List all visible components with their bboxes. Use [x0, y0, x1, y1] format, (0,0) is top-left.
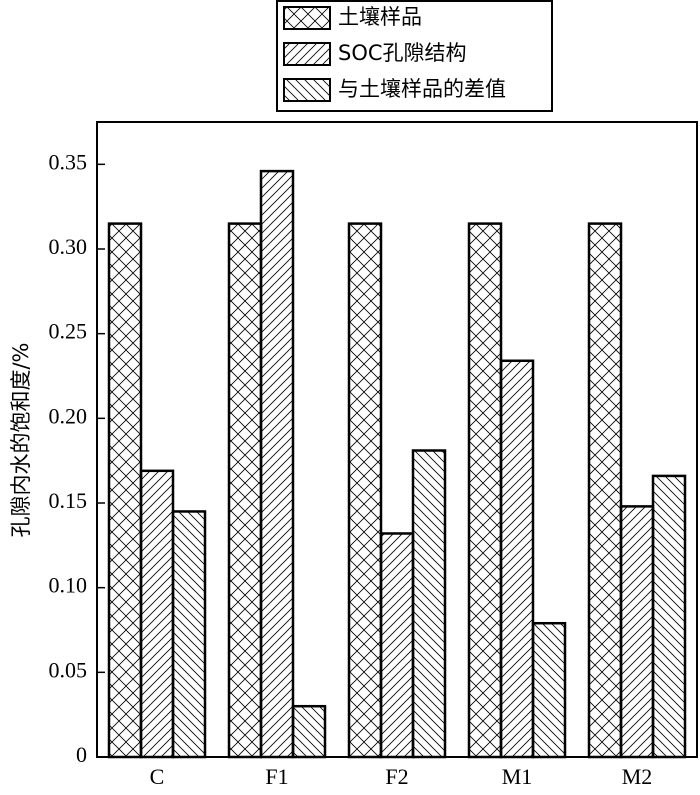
bar	[139, 469, 175, 759]
bar	[347, 222, 383, 759]
bar	[467, 222, 503, 759]
y-tick-label: 0.25	[49, 319, 88, 344]
x-tick-label: F2	[385, 764, 408, 789]
y-tick-label: 0.15	[49, 488, 88, 513]
y-tick-label: 0.35	[49, 149, 88, 174]
bar	[107, 222, 143, 759]
bar	[499, 359, 535, 759]
y-tick-label: 0.10	[49, 573, 88, 598]
legend-label: 土壤样品	[338, 5, 422, 29]
bar	[531, 621, 567, 759]
bar	[259, 169, 295, 759]
bar	[651, 474, 687, 759]
y-axis-label: 孔隙内水的饱和度/%	[9, 342, 33, 537]
bar	[411, 449, 447, 759]
y-tick-label: 0	[76, 742, 87, 767]
bar	[379, 532, 415, 759]
legend-label: SOC孔隙结构	[338, 41, 467, 65]
legend-label: 与土壤样品的差值	[338, 77, 506, 101]
bar	[291, 704, 327, 759]
x-tick-label: M2	[622, 764, 653, 789]
x-tick-label: M1	[502, 764, 533, 789]
y-tick-label: 0.20	[49, 403, 88, 428]
bar	[587, 222, 623, 759]
x-tick-label: F1	[265, 764, 288, 789]
legend-swatch	[283, 78, 331, 102]
legend-swatch	[283, 6, 331, 30]
y-tick-label: 0.05	[49, 657, 88, 682]
bar	[227, 222, 263, 759]
bar	[171, 510, 207, 759]
x-tick-label: C	[150, 764, 165, 789]
legend-swatch	[283, 42, 331, 66]
y-tick-label: 0.30	[49, 234, 88, 259]
bar	[619, 505, 655, 759]
